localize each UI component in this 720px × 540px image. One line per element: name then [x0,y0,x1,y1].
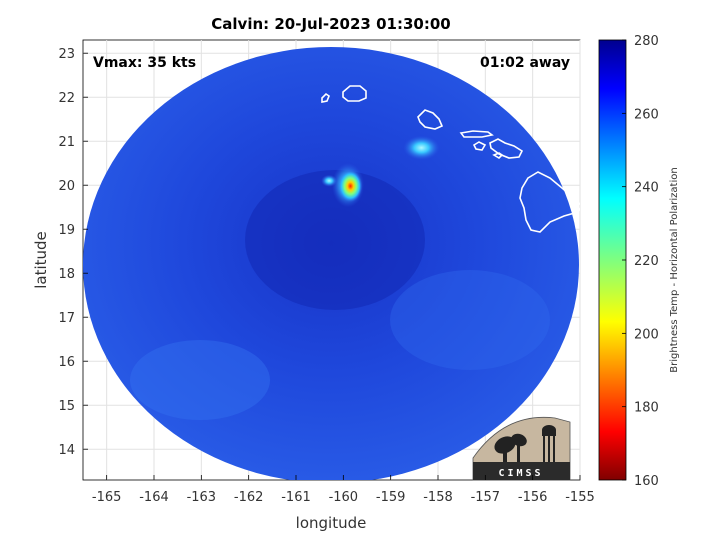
x-axis-ticks: -165 -164 -163 -162 -161 -160 -159 -158 -157 -156… [92,475,595,505]
y-tick-label: 16 [58,355,75,370]
y-tick-label: 17 [58,311,75,326]
x-tick-label: -159 [376,490,406,505]
colorbar-tick-label: 280 [634,34,659,49]
x-axis-label: longitude [296,514,367,532]
colorbar: 160 180 200 220 240 260 280 Brightness Temp - … [598,34,680,489]
coast-lanai [472,141,487,151]
x-tick-label: -164 [139,490,169,505]
x-tick-label: -157 [471,490,501,505]
y-tick-label: 23 [58,47,75,62]
colorbar-label: Brightness Temp - Horizontal Polarizatio… [669,167,680,372]
x-tick-label: -161 [281,490,311,505]
colorbar-tick-label: 200 [634,327,659,342]
colorbar-gradient [598,39,627,481]
logo-band [473,462,570,480]
satellite-dish-icon [494,433,527,462]
feature-band-east [403,135,440,160]
swath-texture-dark [245,170,425,310]
colorbar-tick-label: 160 [634,474,659,489]
logo-text: CIMSS [498,468,543,479]
coast-niihau [321,92,330,103]
y-tick-label: 20 [58,179,75,194]
x-tick-label: -163 [187,490,217,505]
y-tick-label: 15 [58,399,75,414]
colorbar-ticks: 160 180 200 220 240 260 280 [622,34,659,489]
colorbar-tick-label: 240 [634,181,659,196]
x-tick-label: -158 [423,490,453,505]
coast-molokai [459,130,494,138]
feature-band-west [321,174,338,187]
map-plot-area: Vmax: 35 kts 01:02 away CIMSS [82,39,581,481]
cimss-logo: CIMSS [472,416,571,481]
swath-texture-light [390,270,550,370]
y-tick-label: 18 [58,267,75,282]
hawaii-coastlines [321,85,580,233]
colorbar-tick-label: 260 [634,107,659,122]
vmax-label: Vmax: 35 kts [93,55,196,71]
y-axis-ticks: 14 15 16 17 18 19 20 21 22 23 [58,47,88,458]
y-tick-label: 19 [58,223,75,238]
time-away-label: 01:02 away [480,55,570,71]
swath-texture-light [130,340,270,420]
coast-big-island [519,171,580,233]
y-tick-label: 21 [58,135,75,150]
x-tick-label: -162 [234,490,264,505]
convective-features [321,135,440,208]
feature-core [338,170,363,203]
coast-oahu [417,109,444,130]
coast-maui [489,138,524,159]
figure-title: Calvin: 20-Jul-2023 01:30:00 [211,15,450,33]
x-tick-label: -160 [329,490,359,505]
y-axis-label: latitude [32,231,50,289]
coast-kauai [342,85,367,102]
x-tick-label: -156 [518,490,548,505]
y-tick-label: 22 [58,91,75,106]
y-tick-label: 14 [58,443,75,458]
colorbar-tick-label: 180 [634,401,659,416]
x-tick-label: -165 [92,490,122,505]
coast-kahoolawe [492,152,504,160]
colorbar-tick-label: 220 [634,254,659,269]
water-tower-icon [542,425,556,462]
x-tick-label: -155 [565,490,595,505]
